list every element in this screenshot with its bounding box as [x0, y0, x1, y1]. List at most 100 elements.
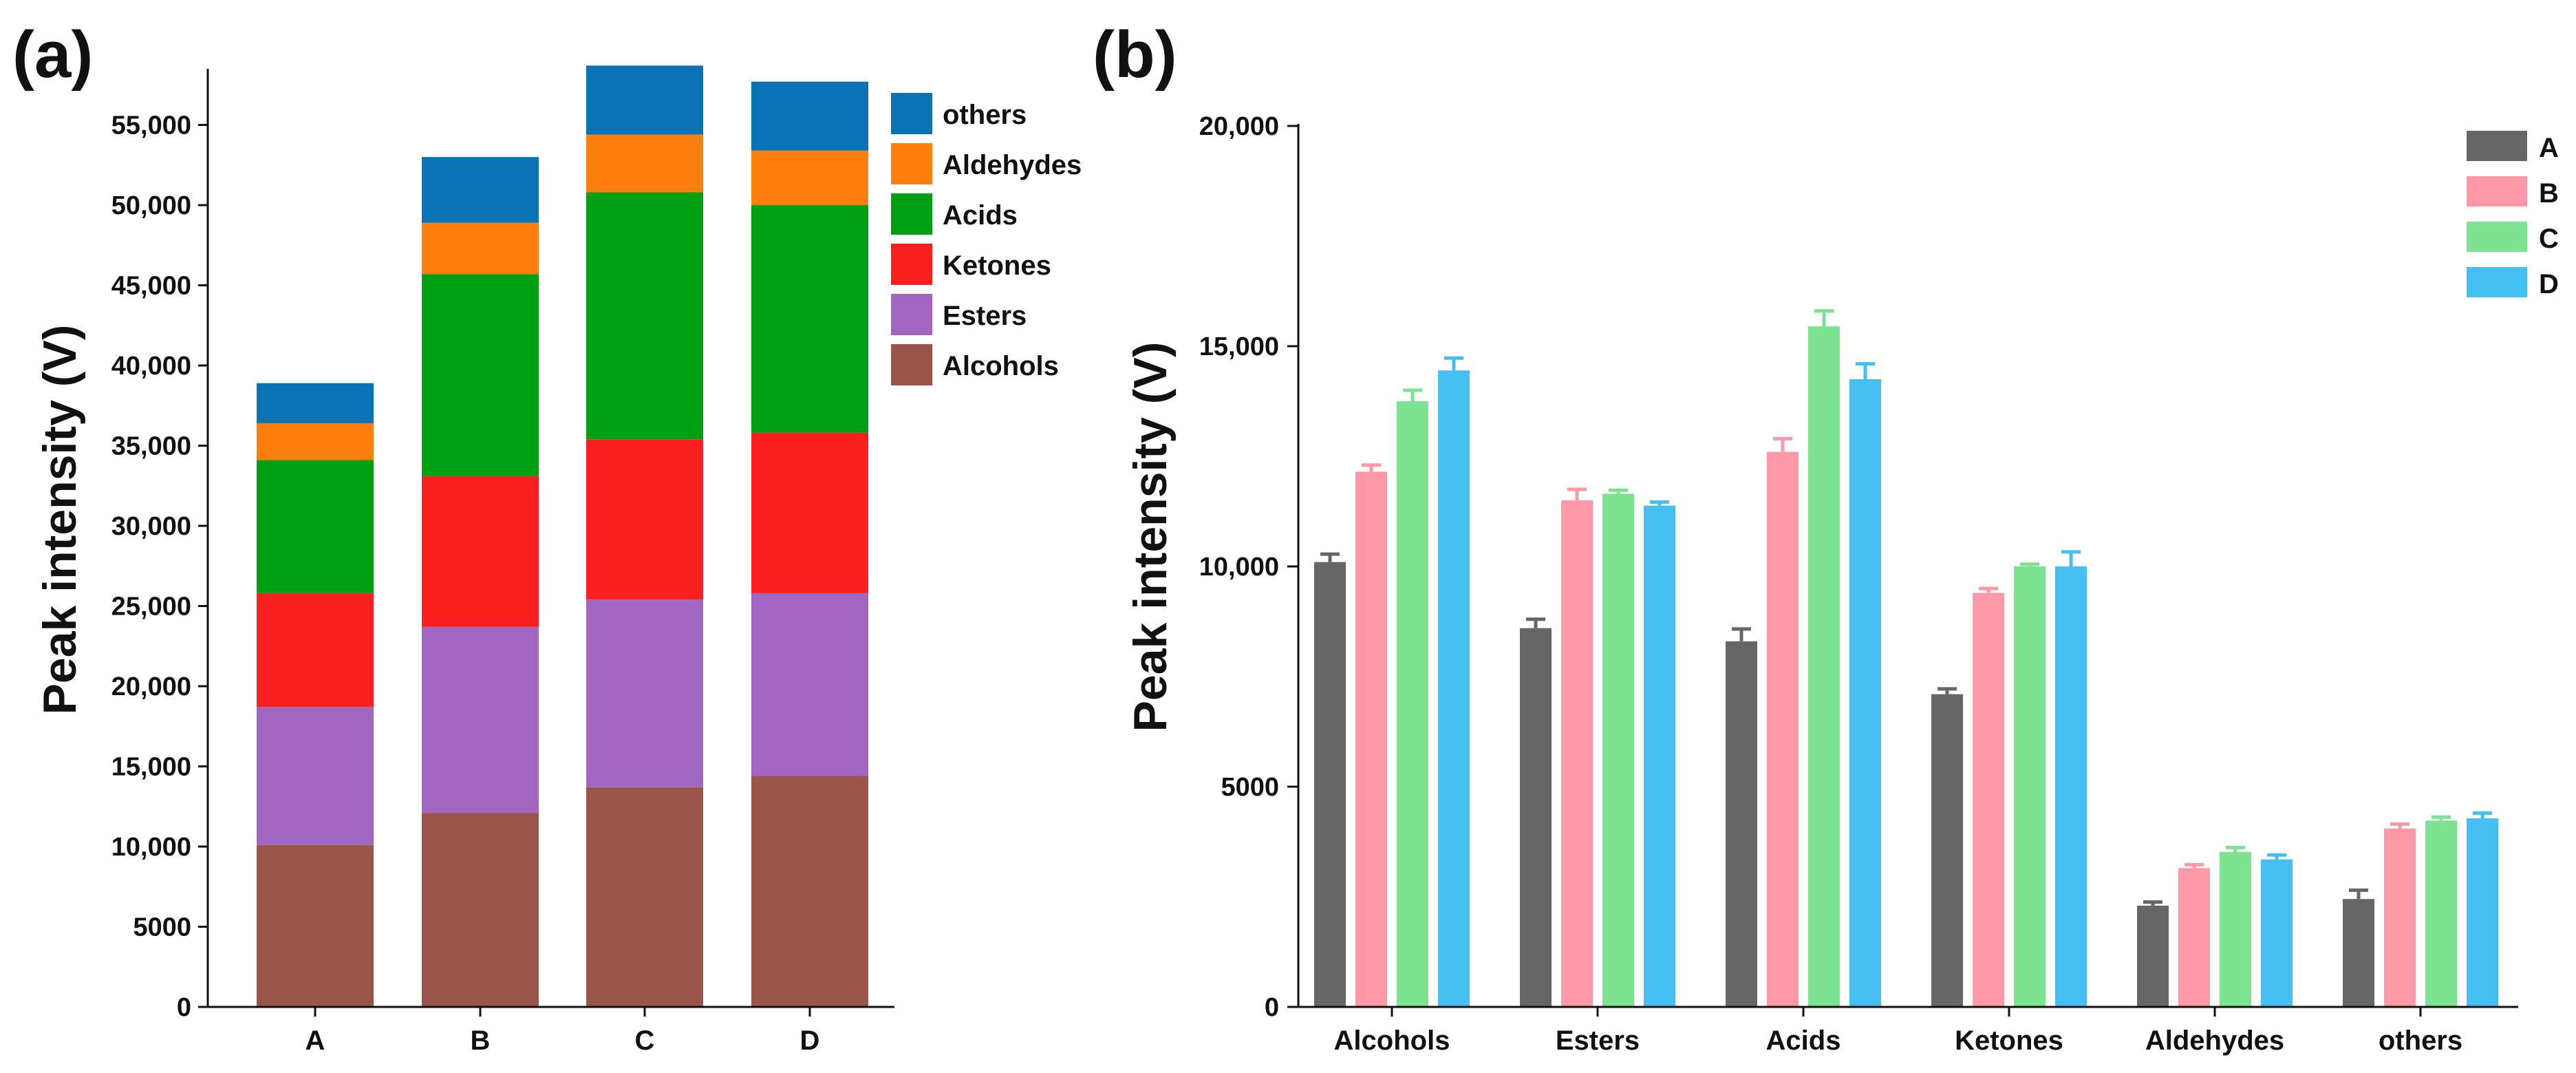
panel-b-bar-others-a [2343, 899, 2374, 1007]
panel-a-y-axis-label: Peak intensity (V) [34, 325, 86, 715]
panel-a-bar-b-esters [422, 626, 539, 814]
panel-b-bar-alcohols-d [1438, 370, 1470, 1007]
panel-b-legend-swatch [2467, 131, 2527, 161]
panel-a-bar-c-ketones [586, 439, 703, 600]
panel-a-bar-b-aldehydes [422, 222, 539, 275]
panel-b-bar-alcohols-c [1397, 401, 1428, 1007]
panel-b-bar-esters-a [1520, 628, 1552, 1007]
panel-a-bar-d-esters [751, 593, 868, 776]
panel-a-stacked-bar-chart: (a) Peak intensity (V) 0 5000 10,000 15,000… [12, 18, 1082, 1056]
panel-a-legend-label: Aldehydes [943, 150, 1082, 180]
panel-b-x-tick-label: Esters [1556, 1026, 1640, 1056]
panel-b-x-tick-label: Ketones [1955, 1026, 2063, 1056]
panel-a-bar-d-aldehydes [751, 150, 868, 206]
panel-a-legend-swatch [891, 143, 932, 184]
panel-b-bar-esters-b [1561, 500, 1593, 1007]
panel-b-bar-ketones-a [1931, 694, 1963, 1007]
panel-b-bar-aldehydes-c [2220, 851, 2251, 1007]
panel-a-bar-d-acids [751, 205, 868, 433]
panel-a-bar-a-acids [257, 460, 374, 593]
panel-b-bar-acids-a [1726, 641, 1757, 1007]
panel-b-label: (b) [1093, 18, 1177, 92]
panel-a-legend-label: Ketones [943, 251, 1051, 281]
panel-a-y-tick-label: 55,000 [111, 111, 191, 140]
panel-a-legend-label: others [943, 100, 1027, 130]
panel-b-bar-others-b [2384, 828, 2416, 1007]
panel-b-bar-others-c [2425, 820, 2457, 1007]
panel-b-bar-alcohols-a [1314, 562, 1346, 1007]
panel-a-bar-c-others [586, 65, 703, 135]
panel-a-bar-a-alcohols [257, 844, 374, 1007]
panel-a-legend-swatch [891, 244, 932, 285]
panel-b-legend-swatch [2467, 176, 2527, 206]
panel-b-x-tick-label: Alcohols [1334, 1026, 1450, 1056]
panel-b-legend-swatch [2467, 222, 2527, 252]
panel-a-y-tick-label: 15,000 [111, 753, 191, 782]
panel-a-bar-a-esters [257, 707, 374, 845]
panel-a-bar-b-others [422, 157, 539, 223]
panel-a-bar-d-alcohols [751, 776, 868, 1007]
panel-a-legend-swatch [891, 294, 932, 335]
panel-b-legend-label: B [2539, 178, 2559, 209]
panel-b-legend-swatch [2467, 267, 2527, 297]
panel-a-x-tick-label: C [635, 1026, 655, 1056]
panel-a-y-tick-label: 45,000 [111, 272, 191, 301]
panel-a-bar-b-acids [422, 274, 539, 476]
panel-a-bar-c-aldehydes [586, 134, 703, 193]
panel-a-legend-label: Acids [943, 200, 1018, 231]
panel-a-x-tick-label: A [305, 1026, 325, 1056]
panel-a-label: (a) [12, 18, 93, 92]
panel-a-y-tick-label: 0 [177, 993, 191, 1022]
panel-a-bar-b-ketones [422, 476, 539, 627]
panel-a-bar-a-aldehydes [257, 423, 374, 460]
panel-a-y-tick-label: 30,000 [111, 512, 191, 541]
panel-b-bar-acids-b [1767, 451, 1799, 1007]
panel-a-bar-b-alcohols [422, 813, 539, 1007]
panel-b-bar-esters-c [1602, 493, 1634, 1007]
panel-a-legend-swatch [891, 193, 932, 235]
panel-a-legend-label: Alcohols [943, 351, 1059, 381]
panel-a-bar-a-others [257, 383, 374, 423]
panel-b-x-tick-label: Acids [1766, 1026, 1841, 1056]
panel-b-bar-aldehydes-b [2178, 868, 2210, 1007]
panel-b-y-tick-label: 0 [1265, 993, 1279, 1022]
panel-a-y-tick-label: 50,000 [111, 191, 191, 220]
panel-a-x-tick-label: D [800, 1026, 820, 1056]
panel-b-bar-ketones-d [2055, 566, 2087, 1007]
panel-b-y-tick-label: 15,000 [1199, 332, 1279, 361]
panel-a-y-tick-label: 20,000 [111, 672, 191, 701]
panel-b-bar-ketones-b [1973, 593, 2004, 1007]
panel-b-bar-aldehydes-d [2261, 859, 2293, 1007]
panel-a-bar-d-others [751, 81, 868, 151]
panel-a-bar-c-acids [586, 192, 703, 440]
panel-a-y-tick-label: 5000 [133, 913, 191, 942]
panel-b-legend-label: D [2539, 269, 2559, 299]
panel-b-bar-ketones-c [2014, 566, 2046, 1007]
panel-a-y-tick-label: 40,000 [111, 352, 191, 381]
panel-a-y-tick-label: 10,000 [111, 833, 191, 862]
panel-b-y-tick-label: 10,000 [1199, 553, 1279, 582]
panel-a-y-tick-label: 25,000 [111, 593, 191, 622]
panel-b-bar-acids-c [1808, 326, 1840, 1007]
panel-b-bar-acids-d [1849, 379, 1881, 1007]
panel-a-bar-d-ketones [751, 432, 868, 593]
panel-b-bar-alcohols-b [1355, 471, 1387, 1007]
panel-b-y-tick-label: 5000 [1221, 773, 1279, 802]
panel-a-legend-swatch [891, 344, 932, 385]
panel-b-bar-others-d [2467, 818, 2498, 1007]
panel-b-y-tick-label: 20,000 [1199, 112, 1279, 141]
panel-b-bar-esters-d [1644, 505, 1675, 1007]
panel-b-grouped-bar-chart: (b) Peak intensity (V) 0 5000 10,000 15,000… [1093, 18, 2559, 1056]
panel-a-axes [206, 69, 894, 1008]
panel-b-axes [1297, 124, 2518, 1008]
panel-b-legend-label: A [2539, 133, 2559, 163]
panel-b-legend-label: C [2539, 224, 2559, 254]
panel-a-legend-label: Esters [943, 301, 1027, 331]
panel-b-x-tick-label: others [2379, 1026, 2462, 1056]
panel-a-x-tick-label: B [471, 1026, 491, 1056]
panel-a-legend: others Aldehydes Acids Ketones Esters Alcohol… [891, 93, 1082, 385]
panel-a-legend-swatch [891, 93, 932, 134]
panel-a-bar-c-alcohols [586, 787, 703, 1007]
